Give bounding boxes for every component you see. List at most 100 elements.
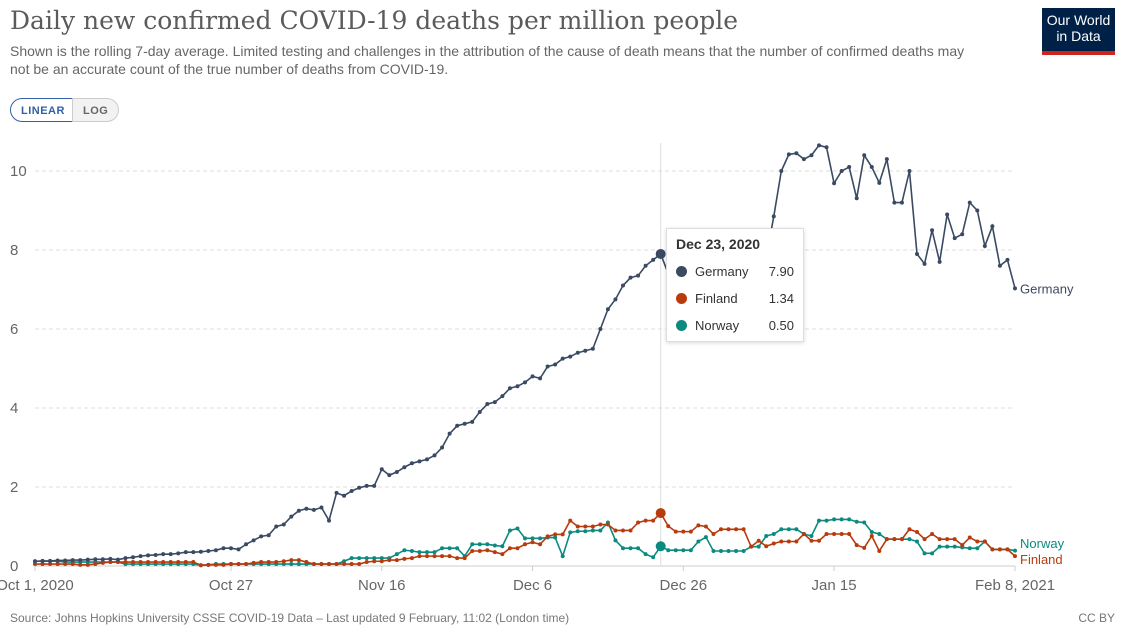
finland-point: [440, 554, 445, 559]
germany-point: [342, 493, 347, 498]
germany-point: [515, 384, 520, 389]
finland-point: [304, 560, 309, 565]
germany-point: [884, 157, 889, 162]
finland-point: [100, 560, 105, 565]
tooltip-name: Germany: [695, 264, 749, 279]
finland-point: [470, 548, 475, 553]
norway-point: [741, 548, 746, 553]
norway-point: [575, 529, 580, 534]
finland-point: [402, 556, 407, 561]
finland-point: [296, 558, 301, 563]
finland-point: [907, 527, 912, 532]
germany-point: [183, 550, 188, 555]
norway-point: [696, 539, 701, 544]
finland-point: [892, 537, 897, 542]
series-label-finland: Finland: [1020, 552, 1063, 567]
germany-point: [229, 546, 233, 551]
finland-point: [568, 518, 573, 523]
log-scale-button[interactable]: LOG: [72, 98, 120, 122]
germany-point: [379, 467, 384, 472]
finland-point: [756, 538, 761, 543]
germany-point: [568, 354, 573, 359]
norway-point: [975, 546, 980, 551]
norway-point: [485, 542, 490, 547]
norway-point: [779, 527, 784, 532]
germany-point: [809, 153, 814, 158]
germany-line: [34, 144, 1016, 563]
germany-point: [146, 553, 151, 558]
germany-point: [1005, 257, 1010, 262]
germany-point: [244, 542, 249, 547]
finland-point: [274, 560, 279, 565]
norway-point: [824, 518, 829, 523]
norway-point: [952, 544, 957, 549]
license-link[interactable]: CC BY: [1078, 611, 1115, 625]
norway-point: [854, 519, 859, 524]
germany-point: [455, 423, 460, 428]
finland-point: [786, 539, 791, 544]
finland-point: [839, 532, 844, 537]
finland-point: [409, 556, 414, 561]
chart-title: Daily new confirmed COVID-19 deaths per …: [10, 6, 739, 35]
germany-point: [394, 469, 399, 474]
y-tick-label: 10: [10, 163, 27, 180]
finland-point: [801, 532, 806, 537]
norway-point: [530, 536, 535, 541]
finland-point: [63, 562, 68, 567]
finland-point: [967, 535, 972, 540]
norway-point: [967, 546, 972, 551]
germany-point: [779, 169, 784, 173]
germany-point: [975, 208, 980, 213]
finland-point: [741, 527, 746, 532]
norway-point: [681, 548, 686, 553]
germany-point: [432, 453, 437, 458]
germany-point: [402, 465, 407, 470]
finland-point: [982, 539, 987, 544]
finland-point: [251, 560, 256, 565]
finland-point: [153, 560, 158, 565]
finland-point: [229, 562, 233, 567]
finland-point: [824, 532, 829, 537]
finland-point: [975, 539, 980, 544]
germany-point: [251, 538, 256, 543]
germany-point: [485, 402, 490, 407]
x-tick-label: Feb 8, 2021: [975, 577, 1055, 594]
germany-point: [311, 507, 316, 512]
germany-point: [274, 524, 279, 529]
finland-point: [598, 522, 603, 527]
germany-point: [937, 259, 942, 264]
germany-point: [191, 550, 196, 555]
finland-point: [817, 538, 821, 543]
finland-point: [1013, 554, 1017, 559]
finland-point: [191, 560, 196, 565]
germany-point: [100, 557, 105, 562]
germany-point: [651, 257, 656, 262]
finland-point: [485, 548, 490, 553]
germany-point: [990, 224, 995, 229]
germany-point: [55, 558, 60, 563]
finland-point: [605, 522, 610, 527]
norway-point: [515, 526, 520, 531]
germany-point: [583, 348, 588, 353]
owid-logo[interactable]: Our World in Data: [1042, 8, 1115, 55]
norway-point: [492, 543, 497, 548]
norway-point: [455, 546, 460, 551]
norway-point: [877, 532, 882, 537]
germany-point: [575, 350, 580, 355]
finland-point: [575, 524, 580, 529]
finland-point: [530, 540, 535, 545]
norway-point: [673, 548, 678, 553]
finland-point: [538, 542, 543, 547]
norway-point: [786, 527, 791, 532]
finland-point: [952, 537, 957, 542]
source-footer: Source: Johns Hopkins University CSSE CO…: [10, 611, 570, 625]
finland-point: [327, 562, 331, 567]
x-tick-label: Nov 16: [358, 577, 406, 594]
finland-point: [146, 560, 151, 565]
norway-point: [862, 520, 867, 525]
norway-point: [440, 546, 445, 551]
germany-point: [289, 514, 294, 519]
germany-point: [40, 558, 45, 563]
germany-point: [847, 165, 852, 170]
germany-point: [786, 152, 791, 157]
